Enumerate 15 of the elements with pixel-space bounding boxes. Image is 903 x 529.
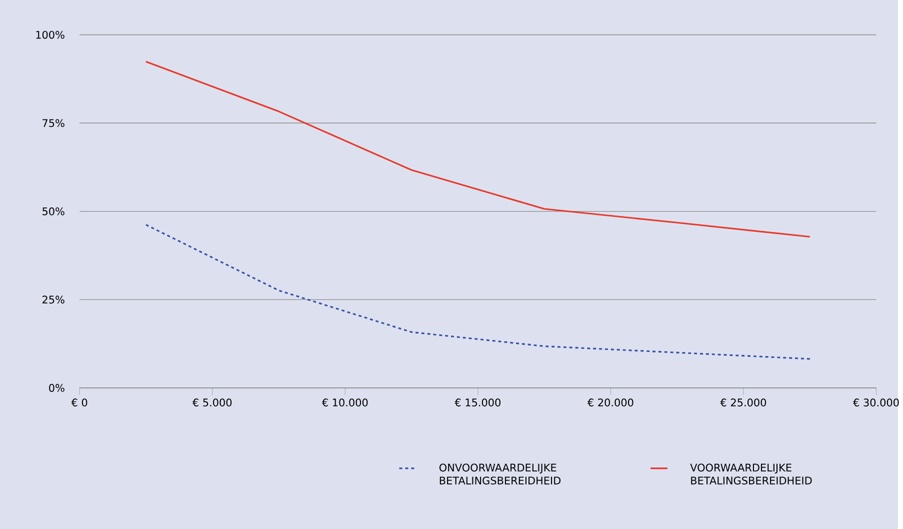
legend-label: ONVOORWAARDELIJKE BETALINGSBEREIDHEID	[439, 464, 560, 484]
legend-label: VOORWAARDELIJKE BETALINGSBEREIDHEID	[690, 464, 812, 484]
x-tick-label: € 20.000	[587, 398, 634, 406]
x-tick-label: € 10.000	[322, 398, 368, 406]
y-tick-label: 100%	[36, 30, 64, 39]
x-tick-label: € 15.000	[454, 398, 500, 406]
x-tick-label: € 5.000	[192, 398, 232, 406]
y-tick-label: 0%	[49, 384, 64, 392]
x-tick-label: € 30.000	[853, 398, 899, 406]
y-tick-label: 50%	[42, 207, 64, 216]
y-tick-label: 25%	[42, 296, 64, 304]
line-series	[145, 60, 811, 238]
x-tick-label: € 25.000	[720, 398, 766, 406]
y-tick-label: 75%	[42, 119, 64, 127]
x-tick-label: € 0	[71, 398, 88, 406]
